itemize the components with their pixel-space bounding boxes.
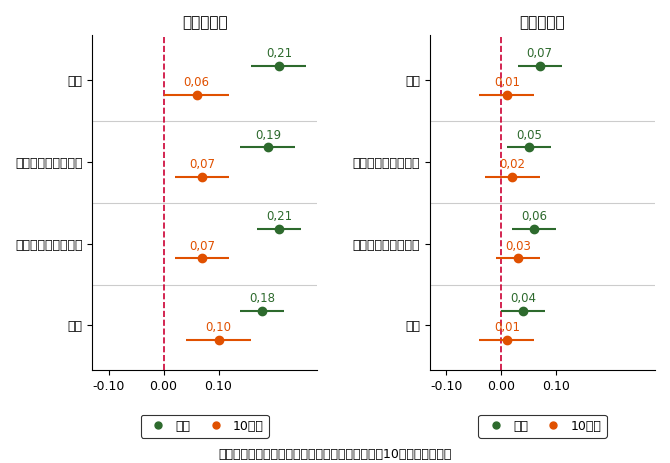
Title: 移民受入増: 移民受入増 — [182, 15, 228, 30]
Text: 0,04: 0,04 — [511, 292, 536, 305]
Text: 0,02: 0,02 — [499, 158, 525, 171]
Text: 0,10: 0,10 — [206, 321, 232, 334]
Text: 0,07: 0,07 — [189, 240, 215, 253]
Text: 0,07: 0,07 — [189, 158, 215, 171]
Text: 0,18: 0,18 — [249, 292, 275, 305]
Text: 0,19: 0,19 — [255, 129, 281, 142]
Text: 0,06: 0,06 — [521, 210, 547, 223]
Text: 質問・回答が情報を与えられた直後のグループと10日後のグループ: 質問・回答が情報を与えられた直後のグループと10日後のグループ — [218, 448, 452, 461]
Text: 0,07: 0,07 — [527, 47, 553, 60]
Legend: 直後, 10日後: 直後, 10日後 — [141, 415, 269, 438]
Text: 0,01: 0,01 — [494, 76, 520, 89]
Text: 0,21: 0,21 — [266, 47, 292, 60]
Text: 0,05: 0,05 — [516, 129, 541, 142]
Text: 0,21: 0,21 — [266, 210, 292, 223]
Text: 0,06: 0,06 — [184, 76, 210, 89]
Text: 0,01: 0,01 — [494, 321, 520, 334]
Title: 陳情に署名: 陳情に署名 — [520, 15, 565, 30]
Legend: 直後, 10日後: 直後, 10日後 — [478, 415, 606, 438]
Text: 0,03: 0,03 — [505, 240, 531, 253]
